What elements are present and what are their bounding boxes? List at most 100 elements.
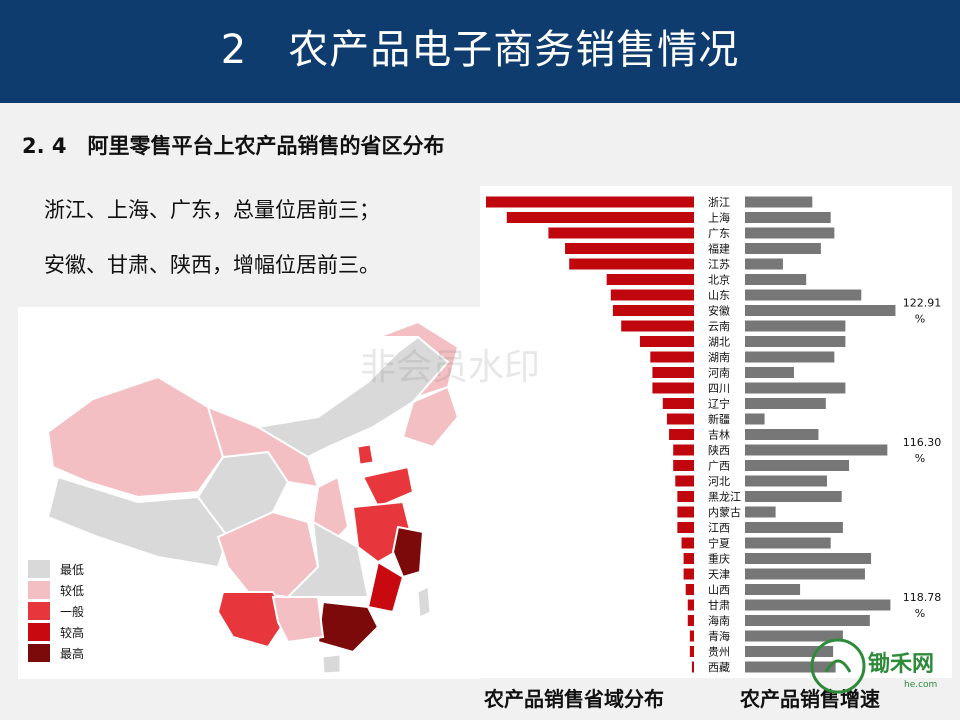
growth-bar (745, 444, 888, 456)
province-bar-chart: 浙江上海广东福建江苏北京山东安徽云南湖北湖南河南四川辽宁新疆吉林陕西广西河北黑龙… (486, 196, 942, 674)
growth-bar (745, 382, 846, 394)
map-region-fujian (366, 560, 405, 614)
province-label: 黑龙江 (708, 491, 741, 504)
sales-bar (687, 615, 694, 626)
map-region-shandong (361, 465, 415, 509)
province-label: 福建 (708, 242, 730, 256)
growth-bar (745, 553, 872, 564)
growth-bar (745, 537, 831, 549)
sales-bar (606, 274, 694, 285)
province-label: 安徽 (708, 304, 730, 318)
sales-bar (673, 444, 694, 456)
legend-label: 较高 (60, 626, 85, 640)
province-label: 河南 (708, 367, 730, 380)
province-label: 新疆 (708, 412, 730, 426)
growth-annotation-unit: % (915, 452, 925, 465)
bullet-total: 浙江、上海、广东，总量位居前三； (44, 198, 380, 222)
sales-bar (677, 491, 694, 502)
watermark-text: 非会员水印 (360, 347, 541, 388)
caption-growth: 农产品销售增速 (740, 687, 880, 711)
growth-bar (745, 367, 794, 378)
province-label: 江苏 (708, 258, 730, 271)
growth-bar (745, 305, 896, 316)
legend-label: 一般 (60, 605, 85, 619)
growth-bar (745, 289, 862, 301)
growth-bar (745, 491, 842, 502)
sales-bar (548, 227, 694, 239)
china-map (46, 320, 460, 674)
sales-bar (683, 553, 694, 564)
growth-bar (745, 212, 831, 223)
growth-bar (745, 413, 765, 425)
province-label: 广西 (708, 460, 730, 473)
chart-panel (480, 186, 952, 678)
sales-bar (652, 367, 694, 378)
province-label: 广东 (708, 227, 730, 240)
growth-bar (745, 243, 821, 254)
legend-label: 较低 (60, 584, 85, 598)
sales-bar (681, 537, 694, 549)
province-label: 宁夏 (708, 536, 730, 550)
growth-bar (745, 320, 846, 332)
growth-bar (745, 584, 801, 595)
sales-bar (673, 460, 694, 471)
map-region-guangxi (271, 596, 325, 644)
growth-bar (745, 661, 836, 673)
province-label: 河北 (708, 475, 730, 488)
province-label: 江西 (708, 522, 730, 535)
map-region-xinjiang (46, 375, 225, 499)
sales-bar (639, 336, 694, 347)
province-label: 天津 (708, 568, 730, 581)
growth-bar (745, 196, 813, 208)
sales-bar (677, 522, 694, 533)
growth-annotation-value: 118.78 (903, 591, 942, 604)
growth-bar (745, 274, 807, 285)
province-label: 山西 (708, 584, 730, 597)
province-label: 云南 (708, 320, 730, 333)
growth-bar (745, 615, 870, 626)
province-label: 吉林 (708, 428, 730, 442)
sales-bar (652, 382, 694, 394)
province-label: 辽宁 (708, 397, 730, 411)
map-region-heilongjiang (377, 320, 460, 403)
growth-bar (745, 568, 865, 580)
sales-bar (565, 243, 694, 254)
sales-bar (689, 646, 694, 657)
growth-bar (745, 460, 850, 471)
growth-bar (745, 398, 826, 409)
sales-bar (486, 196, 694, 208)
province-label: 北京 (708, 273, 730, 287)
map-region-hainan (322, 654, 341, 674)
map-region-zhejiang (391, 525, 425, 579)
province-label: 湖北 (708, 336, 730, 349)
sales-bar (683, 568, 694, 580)
growth-annotation-value: 116.30 (903, 436, 942, 449)
sales-bar (691, 661, 694, 673)
growth-bar (745, 630, 843, 642)
growth-bar (745, 506, 776, 518)
growth-bar (745, 227, 835, 239)
province-label: 内蒙古 (708, 505, 741, 519)
sales-bar (662, 398, 694, 409)
map-region-beijing (357, 444, 374, 465)
sales-bar (506, 212, 694, 223)
growth-annotation-value: 122.91 (903, 297, 942, 310)
growth-bar (745, 429, 819, 440)
growth-bar (745, 351, 835, 363)
province-label: 山东 (708, 289, 730, 302)
province-label: 重庆 (708, 552, 730, 566)
slide-header (0, 0, 960, 103)
growth-bar (745, 475, 828, 487)
slide-title: 2 农产品电子商务销售情况 (220, 27, 740, 73)
province-label: 海南 (708, 614, 730, 628)
sales-bar (612, 305, 694, 316)
province-label: 陕西 (708, 443, 730, 457)
legend-swatch (28, 602, 50, 620)
map-region-yunnan (216, 591, 290, 649)
growth-bar (745, 522, 843, 533)
sales-bar (621, 320, 694, 332)
province-label: 四川 (708, 382, 730, 395)
growth-bar (745, 646, 834, 657)
logo-subtext: he.com (904, 680, 938, 690)
map-panel (18, 307, 480, 679)
